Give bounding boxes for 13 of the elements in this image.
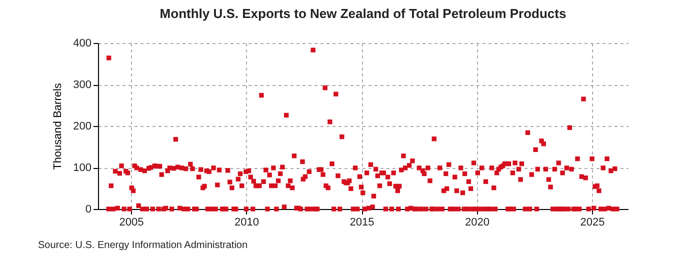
y-tick-label: 100 <box>73 162 92 174</box>
source-note: Source: U.S. Energy Information Administration <box>38 240 248 251</box>
y-tick-label: 300 <box>73 79 92 91</box>
x-tick-label: 2005 <box>119 216 144 228</box>
y-tick-label: 0 <box>85 204 92 216</box>
chart-title: Monthly U.S. Exports to New Zealand of Total Petroleum Products <box>160 6 566 21</box>
y-axis-title: Thousand Barrels <box>52 82 64 170</box>
x-tick-label: 2010 <box>234 216 259 228</box>
y-tick-label: 200 <box>73 120 92 132</box>
x-tick-label: 2025 <box>580 216 605 228</box>
y-tick-label: 400 <box>73 38 92 50</box>
x-tick-label: 2020 <box>465 216 490 228</box>
x-tick-label: 2015 <box>350 216 374 228</box>
